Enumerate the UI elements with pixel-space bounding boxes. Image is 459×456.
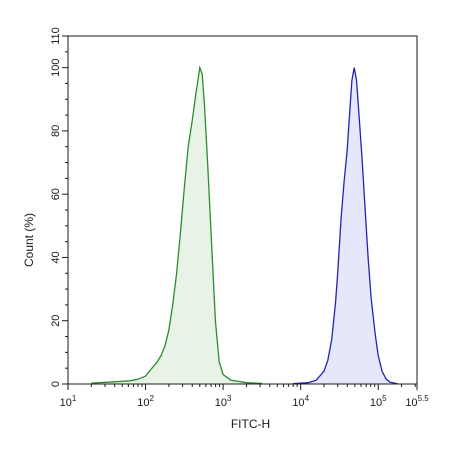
- x-tick-label: 103: [215, 394, 232, 409]
- series-1-area: [91, 67, 262, 384]
- x-tick-label: 102: [137, 394, 154, 409]
- y-tick-label: 100: [50, 58, 62, 76]
- y-axis-label: Count (%): [22, 213, 36, 267]
- x-axis-label: FITC-H: [231, 417, 270, 431]
- y-tick-label: 110: [50, 27, 62, 45]
- y-tick-label: 40: [50, 251, 62, 263]
- y-tick-label: 0: [50, 381, 62, 387]
- x-tick-label: 105: [370, 394, 387, 409]
- y-tick-label: 20: [50, 315, 62, 327]
- y-tick-label: 80: [50, 125, 62, 137]
- series-2-line: [292, 67, 398, 385]
- x-tick-label: 104: [292, 394, 309, 409]
- x-tick-label: 101: [60, 394, 77, 409]
- series-layer: [91, 65, 398, 385]
- axis-layer: 101 102 103 104 105 105.5 0 20 40 60 80 100 110: [50, 27, 429, 409]
- series-2-area: [292, 67, 398, 384]
- x-tick-label: 105.5: [405, 394, 429, 409]
- series-1-line: [91, 65, 262, 385]
- y-tick-label: 60: [50, 188, 62, 200]
